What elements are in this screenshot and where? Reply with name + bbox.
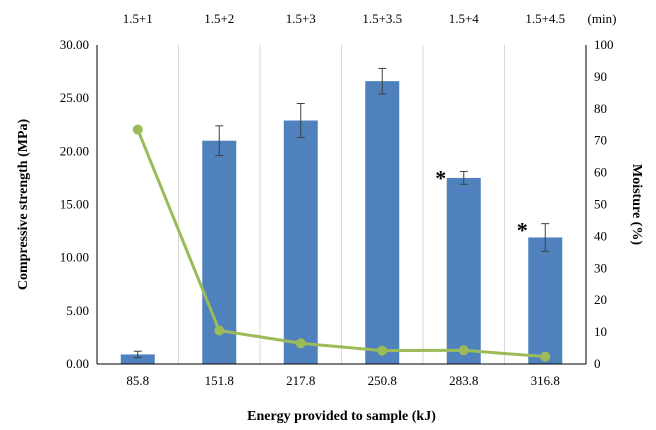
right-tick-label: 90 (594, 69, 607, 84)
moisture-point (132, 124, 143, 135)
x-tick-label: 217.8 (286, 373, 315, 388)
moisture-point (540, 351, 551, 362)
strength-bar (446, 177, 481, 364)
left-tick-label: 5.00 (66, 303, 89, 318)
strength-bar (120, 354, 155, 364)
left-tick-label: 30.00 (60, 37, 89, 52)
left-axis-title: Compressive strength (MPa) (16, 118, 31, 290)
x-tick-label: 85.8 (126, 373, 149, 388)
bars-layer (120, 81, 563, 365)
moisture-line (136, 128, 546, 359)
labels-layer: 0.00 5.00 10.00 15.00 20.00 25.00 30.00 0 10 20 30… (16, 11, 644, 424)
right-tick-label: 0 (594, 356, 601, 371)
top-tick-label: 1.5+1 (123, 11, 153, 26)
significance-marker: * (435, 166, 446, 191)
top-tick-label: 1.5+3.5 (362, 11, 402, 26)
error-bars-layer (133, 67, 550, 359)
strength-bar (283, 120, 318, 364)
right-tick-label: 70 (594, 133, 607, 148)
right-tick-label: 50 (594, 197, 607, 212)
top-tick-label: 1.5+3 (286, 11, 316, 26)
left-tick-label: 0.00 (66, 356, 89, 371)
left-tick-label: 20.00 (60, 143, 89, 158)
right-tick-label: 40 (594, 228, 607, 243)
grid-layer (178, 45, 505, 364)
right-tick-label: 10 (594, 324, 607, 339)
top-unit-label: (min) (588, 11, 617, 26)
moisture-point (377, 345, 388, 356)
right-axis-title: Moisture (%) (629, 164, 644, 245)
moisture-point (458, 345, 469, 356)
strength-bar (365, 81, 400, 365)
left-tick-label: 10.00 (60, 250, 89, 265)
right-tick-label: 30 (594, 260, 607, 275)
right-tick-label: 60 (594, 165, 607, 180)
left-tick-label: 25.00 (60, 90, 89, 105)
top-tick-label: 1.5+4 (449, 11, 480, 26)
top-tick-label: 1.5+2 (204, 11, 234, 26)
x-tick-label: 316.8 (531, 373, 560, 388)
right-tick-label: 20 (594, 292, 607, 307)
x-axis-title: Energy provided to sample (kJ) (247, 409, 436, 424)
strength-bar (528, 237, 563, 364)
x-tick-label: 250.8 (368, 373, 397, 388)
significance-marker: * (517, 218, 528, 243)
moisture-line-layer (132, 124, 551, 362)
right-tick-label: 80 (594, 101, 607, 116)
left-tick-label: 15.00 (60, 197, 89, 212)
moisture-point (214, 325, 225, 336)
x-tick-label: 151.8 (205, 373, 234, 388)
right-tick-label: 100 (594, 37, 614, 52)
top-tick-label: 1.5+4.5 (525, 11, 565, 26)
moisture-point (295, 338, 306, 349)
x-tick-label: 283.8 (449, 373, 478, 388)
axes-layer (96, 45, 587, 365)
